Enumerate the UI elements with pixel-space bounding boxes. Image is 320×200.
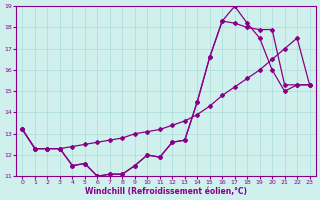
X-axis label: Windchill (Refroidissement éolien,°C): Windchill (Refroidissement éolien,°C) <box>85 187 247 196</box>
